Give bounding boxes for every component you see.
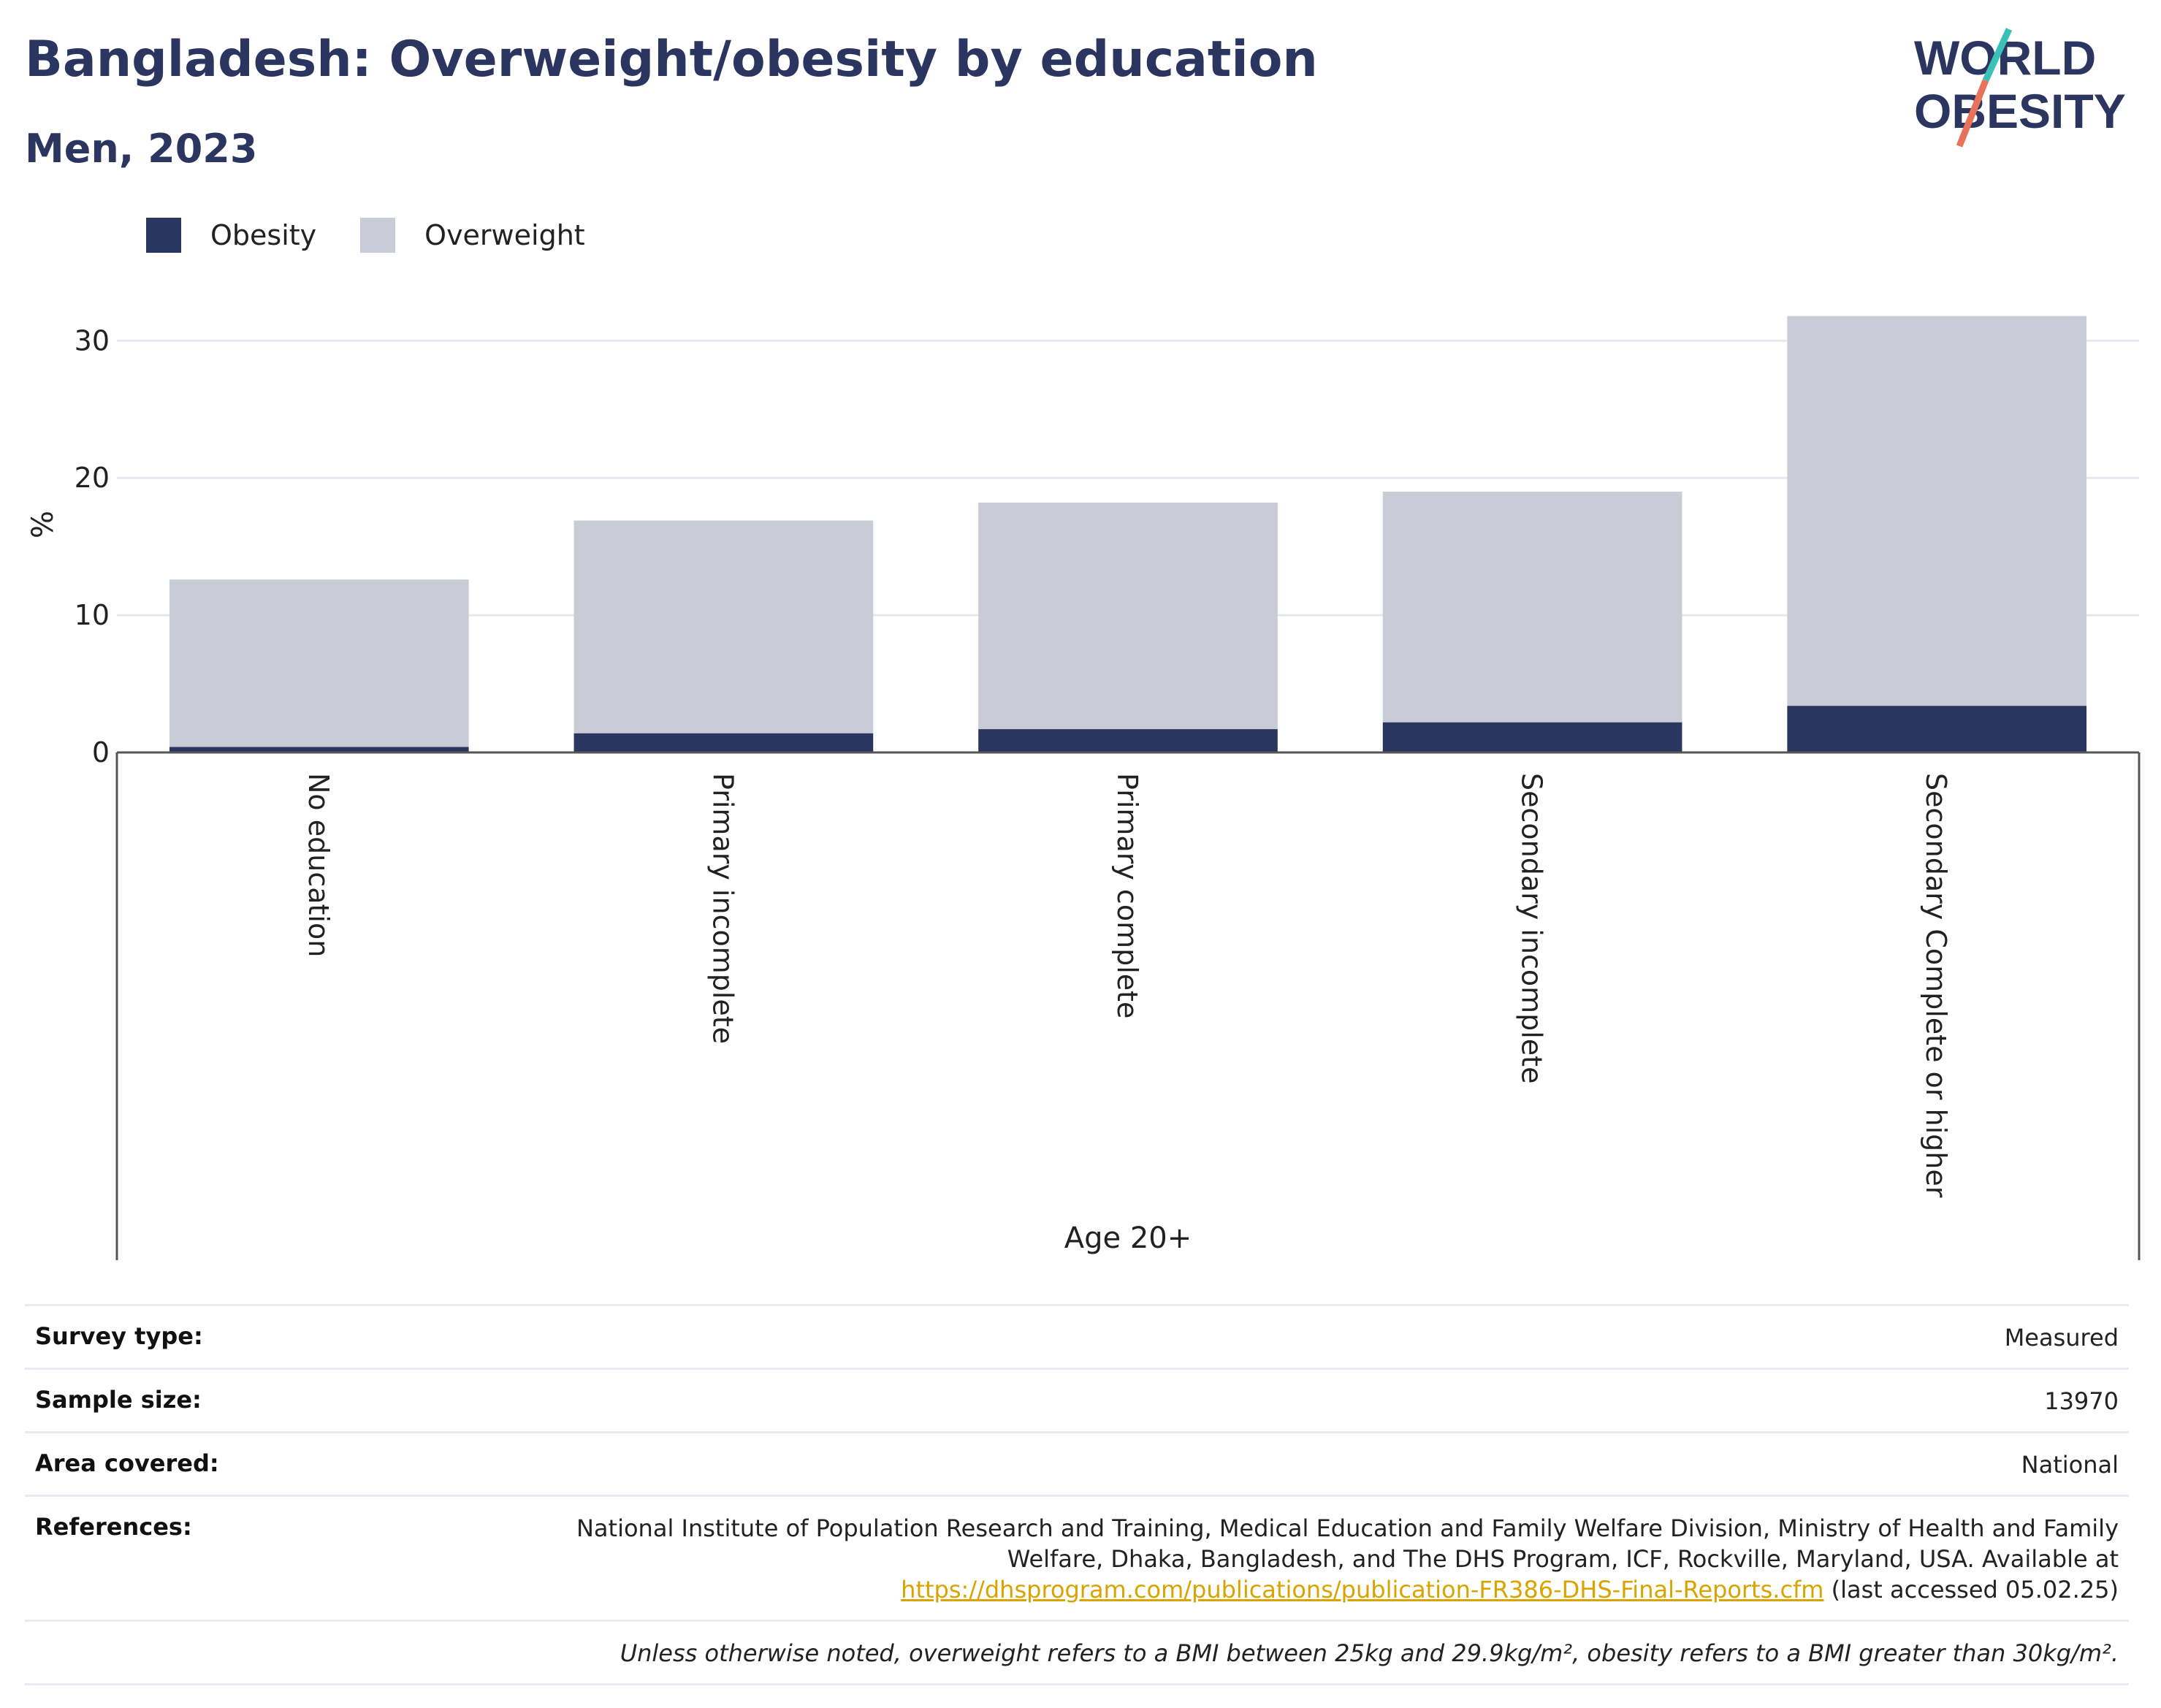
meta-label-sample-size: Sample size: [35, 1386, 202, 1414]
legend-label-obesity: Obesity [210, 219, 317, 251]
legend-item-obesity[interactable]: Obesity [146, 218, 316, 253]
chart-legend: Obesity Overweight [146, 216, 629, 255]
page-subtitle: Men, 2023 [25, 126, 258, 172]
bar-overweight-1 [573, 520, 874, 733]
legend-label-overweight: Overweight [424, 219, 585, 251]
y-tick-label: 10 [75, 599, 110, 631]
meta-label-references: References: [35, 1513, 192, 1541]
legend-item-overweight[interactable]: Overweight [360, 218, 585, 253]
bar-obesity-1 [573, 733, 874, 752]
meta-label-area-covered: Area covered: [35, 1449, 219, 1477]
bmi-definition-note: Unless otherwise noted, overweight refer… [620, 1639, 2119, 1667]
meta-row-references: References: National Institute of Popula… [25, 1495, 2129, 1620]
bar-overweight-3 [1382, 492, 1682, 723]
x-tick-label: Primary incomplete [706, 773, 739, 1044]
meta-row-survey-type: Survey type: Measured [25, 1304, 2129, 1368]
x-tick-label: Primary complete [1111, 773, 1143, 1018]
x-tick-label: No education [302, 773, 335, 957]
bar-obesity-3 [1382, 722, 1682, 752]
y-tick-label: 0 [92, 736, 110, 769]
legend-swatch-obesity [146, 218, 181, 253]
meta-value-area-covered: National [2021, 1451, 2119, 1479]
logo-text-obesity: OBESITY [1914, 84, 2126, 138]
meta-value-survey-type: Measured [2004, 1324, 2119, 1351]
bar-overweight-0 [169, 579, 469, 747]
x-tick-label: Secondary incomplete [1516, 773, 1548, 1083]
bar-overweight-2 [978, 503, 1278, 730]
bar-obesity-4 [1787, 706, 2087, 752]
legend-swatch-overweight [360, 218, 396, 253]
meta-row-area-covered: Area covered: National [25, 1431, 2129, 1495]
reference-text: National Institute of Population Researc… [576, 1514, 2119, 1573]
y-axis-label: % [26, 511, 60, 538]
x-axis-label: Age 20+ [1064, 1221, 1192, 1255]
meta-label-survey-type: Survey type: [35, 1322, 203, 1350]
y-tick-label: 20 [75, 462, 110, 494]
logo-slash-bottom [1956, 79, 1989, 148]
page-title: Bangladesh: Overweight/obesity by educat… [25, 31, 1318, 88]
reference-accessed: (last accessed 05.02.25) [1831, 1576, 2119, 1604]
world-obesity-logo: WORLD OBESITY [1914, 28, 2126, 148]
reference-link[interactable]: https://dhsprogram.com/publications/publ… [901, 1576, 1824, 1604]
bar-obesity-2 [978, 729, 1278, 752]
logo-slash-top [1982, 28, 2013, 82]
meta-value-sample-size: 13970 [2044, 1387, 2119, 1415]
meta-row-note: Unless otherwise noted, overweight refer… [25, 1620, 2129, 1685]
y-tick-label: 30 [75, 324, 110, 357]
survey-metadata: Survey type: Measured Sample size: 13970… [25, 1304, 2129, 1685]
bar-obesity-0 [169, 747, 469, 752]
x-tick-label: Secondary Complete or higher [1920, 773, 1952, 1198]
bar-overweight-4 [1787, 316, 2087, 706]
bar-chart: 0 10 20 30% No education Primary incomplete Pr… [26, 316, 2141, 1260]
meta-value-references: National Institute of Population Researc… [548, 1513, 2119, 1605]
meta-row-sample-size: Sample size: 13970 [25, 1368, 2129, 1431]
